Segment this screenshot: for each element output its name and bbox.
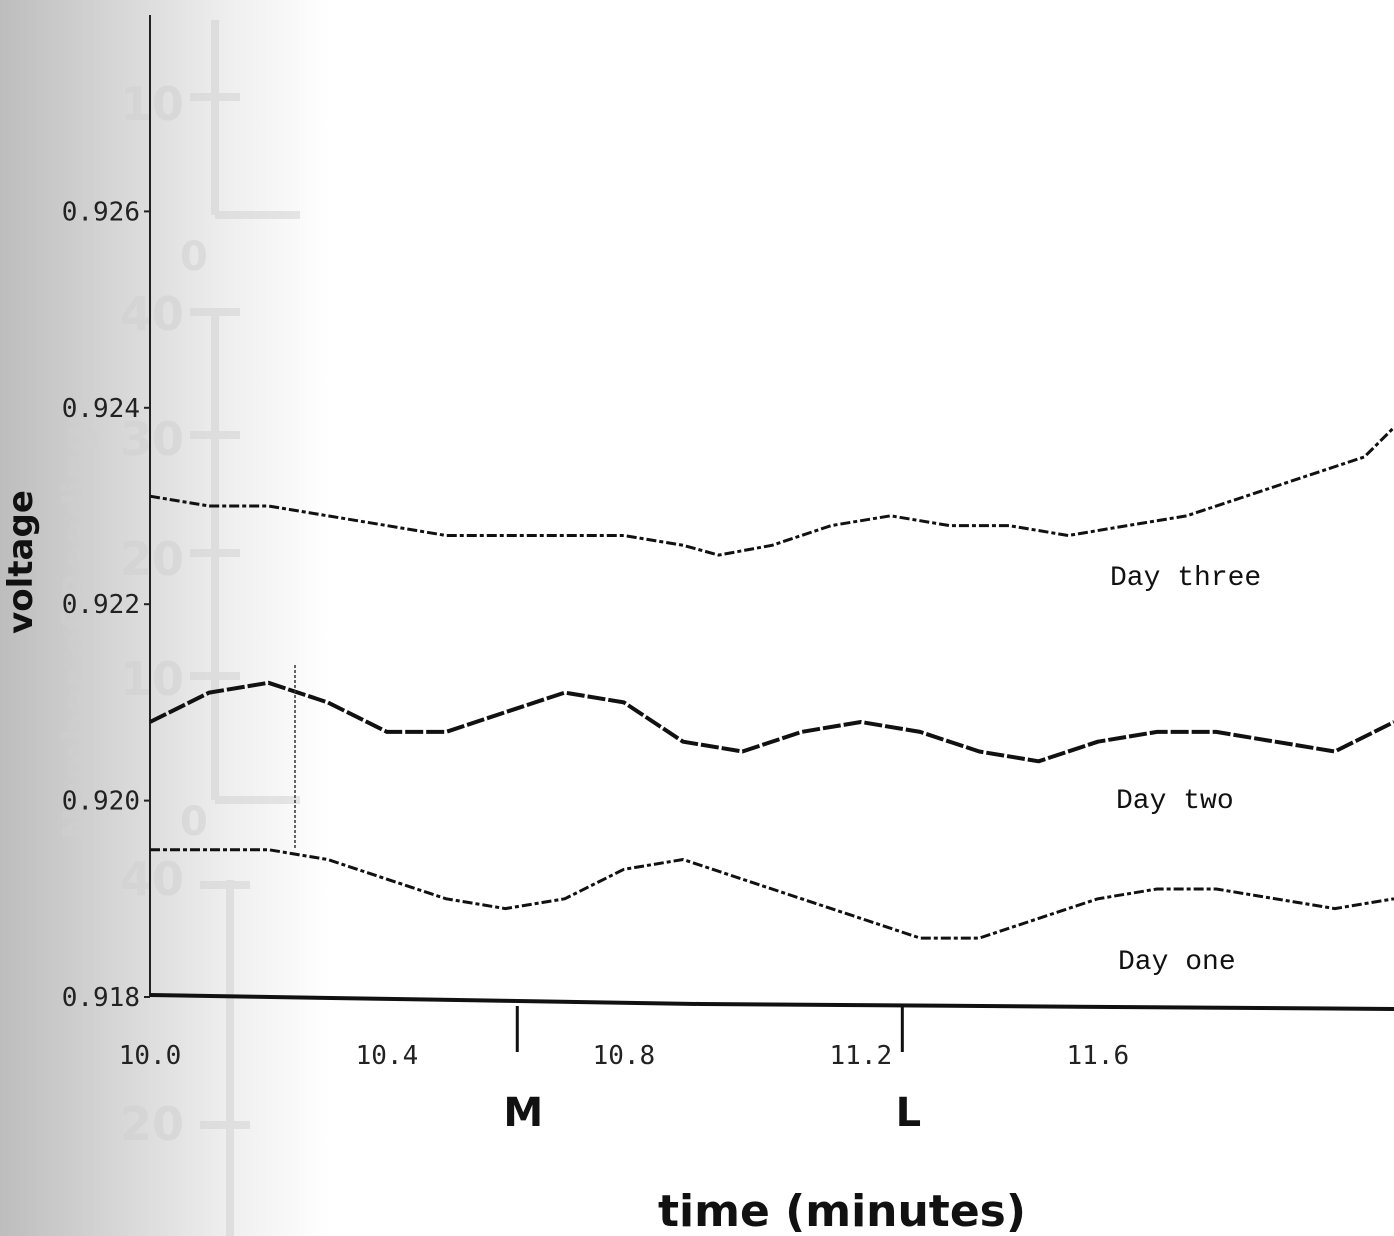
series-label-day-three: Day three — [1110, 563, 1261, 594]
x-axis-ticks: 10.0 10.4 10.8 11.2 11.6 — [119, 1041, 1129, 1071]
x-axis-title: time (minutes) — [658, 1186, 1026, 1236]
show-through-artifacts: 10 0 40 30 20 10 0 40 20 Number of Readi… — [55, 20, 300, 1236]
x-axis-line — [149, 993, 1394, 1011]
svg-text:Number of Readings: Number of Readings — [55, 403, 99, 840]
x-tick-label: 11.6 — [1066, 1041, 1129, 1071]
y-tick-label: 0.924 — [62, 394, 140, 424]
x-tick-label: 10.0 — [119, 1041, 182, 1071]
svg-text:10: 10 — [120, 77, 184, 131]
svg-text:20: 20 — [120, 1097, 184, 1151]
svg-text:10: 10 — [120, 652, 184, 706]
svg-text:0: 0 — [180, 799, 208, 845]
y-axis-title: voltage — [1, 490, 41, 634]
scan-shadow — [0, 0, 330, 1236]
svg-text:0: 0 — [180, 234, 208, 280]
series-line-day-one — [150, 848, 1394, 940]
y-tick-label: 0.922 — [62, 590, 140, 620]
svg-text:40: 40 — [120, 287, 184, 341]
svg-text:30: 30 — [120, 412, 184, 466]
x-tick-label: 10.4 — [356, 1041, 419, 1071]
x-tick-label: 10.8 — [593, 1041, 656, 1071]
svg-text:40: 40 — [120, 852, 184, 906]
y-tick-label: 0.926 — [62, 197, 140, 227]
series-line-day-two — [149, 680, 1394, 764]
y-tick-label: 0.920 — [62, 787, 140, 817]
x-tick-label: 11.2 — [830, 1041, 893, 1071]
series-label-day-two: Day two — [1116, 786, 1234, 817]
svg-text:20: 20 — [120, 532, 184, 586]
event-marker-label: M — [503, 1090, 543, 1136]
series-label-day-one: Day one — [1118, 947, 1236, 978]
series-line-day-three — [149, 426, 1394, 557]
y-axis-ticks: 0.918 0.920 0.922 0.924 0.926 — [62, 197, 150, 1013]
y-tick-label: 0.918 — [62, 983, 140, 1013]
event-marker-label: L — [896, 1090, 922, 1136]
series-layer — [149, 426, 1394, 940]
